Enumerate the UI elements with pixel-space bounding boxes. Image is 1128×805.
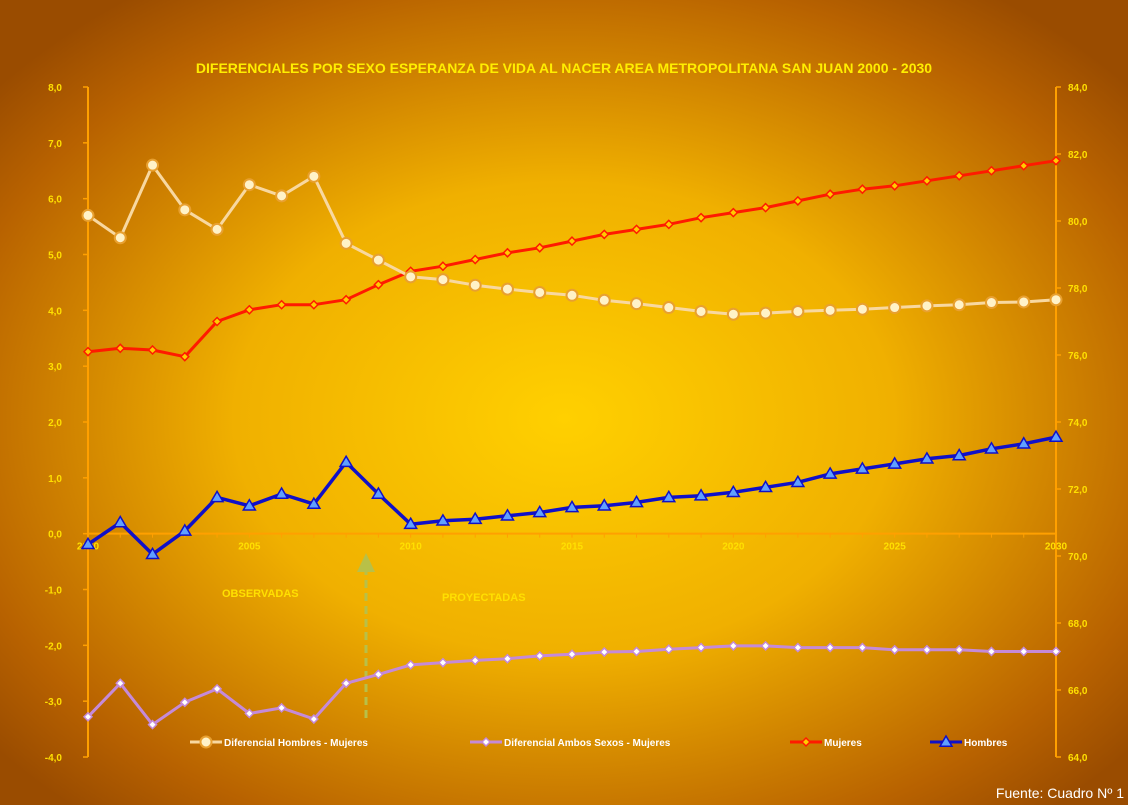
y-right-tick-label: 70,0 xyxy=(1068,552,1088,563)
y-right-tick-label: 66,0 xyxy=(1068,686,1088,697)
legend-label: Hombres xyxy=(964,738,1008,749)
y-right-tick-label: 74,0 xyxy=(1068,418,1088,429)
y-right-tick-label: 78,0 xyxy=(1068,284,1088,295)
data-point xyxy=(341,238,352,249)
data-point xyxy=(825,305,836,316)
data-point xyxy=(179,204,190,215)
x-tick-label: 2025 xyxy=(884,542,907,553)
data-point xyxy=(470,280,481,291)
data-point xyxy=(308,171,319,182)
data-point xyxy=(696,306,707,317)
y-right-tick-label: 68,0 xyxy=(1068,619,1088,630)
data-point xyxy=(631,298,642,309)
y-left-tick-label: -3,0 xyxy=(45,697,63,708)
data-point xyxy=(728,309,739,320)
y-left-tick-label: -1,0 xyxy=(45,586,63,597)
source-note: Fuente: Cuadro Nº 1 xyxy=(996,785,1124,801)
legend-label: Diferencial Ambos Sexos - Mujeres xyxy=(504,738,671,749)
legend-swatch-marker xyxy=(201,737,212,748)
data-point xyxy=(792,306,803,317)
data-point xyxy=(373,255,384,266)
legend-label: Mujeres xyxy=(824,738,862,749)
data-point xyxy=(921,300,932,311)
data-point xyxy=(83,210,94,221)
legend-label: Diferencial Hombres - Mujeres xyxy=(224,738,368,749)
y-left-tick-label: 0,0 xyxy=(48,530,62,541)
y-right-tick-label: 64,0 xyxy=(1068,753,1088,764)
x-tick-label: 2005 xyxy=(238,542,261,553)
y-right-tick-label: 84,0 xyxy=(1068,83,1088,94)
y-left-tick-label: 2,0 xyxy=(48,418,62,429)
data-point xyxy=(115,232,126,243)
data-point xyxy=(147,160,158,171)
x-tick-label: 2010 xyxy=(400,542,423,553)
data-point xyxy=(986,297,997,308)
y-left-tick-label: 5,0 xyxy=(48,251,62,262)
y-left-tick-label: 3,0 xyxy=(48,362,62,373)
data-point xyxy=(889,302,900,313)
data-point xyxy=(276,190,287,201)
x-tick-label: 2030 xyxy=(1045,542,1068,553)
y-right-tick-label: 80,0 xyxy=(1068,217,1088,228)
data-point xyxy=(954,299,965,310)
data-point xyxy=(760,308,771,319)
annotation-projected: PROYECTADAS xyxy=(442,592,526,604)
data-point xyxy=(534,287,545,298)
chart-title: DIFERENCIALES POR SEXO ESPERANZA DE VIDA… xyxy=(196,60,932,76)
y-left-tick-label: -4,0 xyxy=(45,753,63,764)
y-left-tick-label: 4,0 xyxy=(48,306,62,317)
data-point xyxy=(405,271,416,282)
y-right-tick-label: 76,0 xyxy=(1068,351,1088,362)
data-point xyxy=(1018,296,1029,307)
y-left-tick-label: 1,0 xyxy=(48,474,62,485)
data-point xyxy=(502,284,513,295)
y-right-tick-label: 72,0 xyxy=(1068,485,1088,496)
data-point xyxy=(212,224,223,235)
y-left-tick-label: 7,0 xyxy=(48,139,62,150)
data-point xyxy=(857,304,868,315)
x-tick-label: 2015 xyxy=(561,542,584,553)
y-left-tick-label: -2,0 xyxy=(45,641,63,652)
data-point xyxy=(599,295,610,306)
annotation-observed: OBSERVADAS xyxy=(222,588,299,600)
data-point xyxy=(437,274,448,285)
data-point xyxy=(663,302,674,313)
y-right-tick-label: 82,0 xyxy=(1068,150,1088,161)
data-point xyxy=(244,179,255,190)
data-point xyxy=(567,290,578,301)
y-left-tick-label: 6,0 xyxy=(48,195,62,206)
x-tick-label: 2020 xyxy=(722,542,745,553)
y-left-tick-label: 8,0 xyxy=(48,83,62,94)
data-point xyxy=(1051,294,1062,305)
